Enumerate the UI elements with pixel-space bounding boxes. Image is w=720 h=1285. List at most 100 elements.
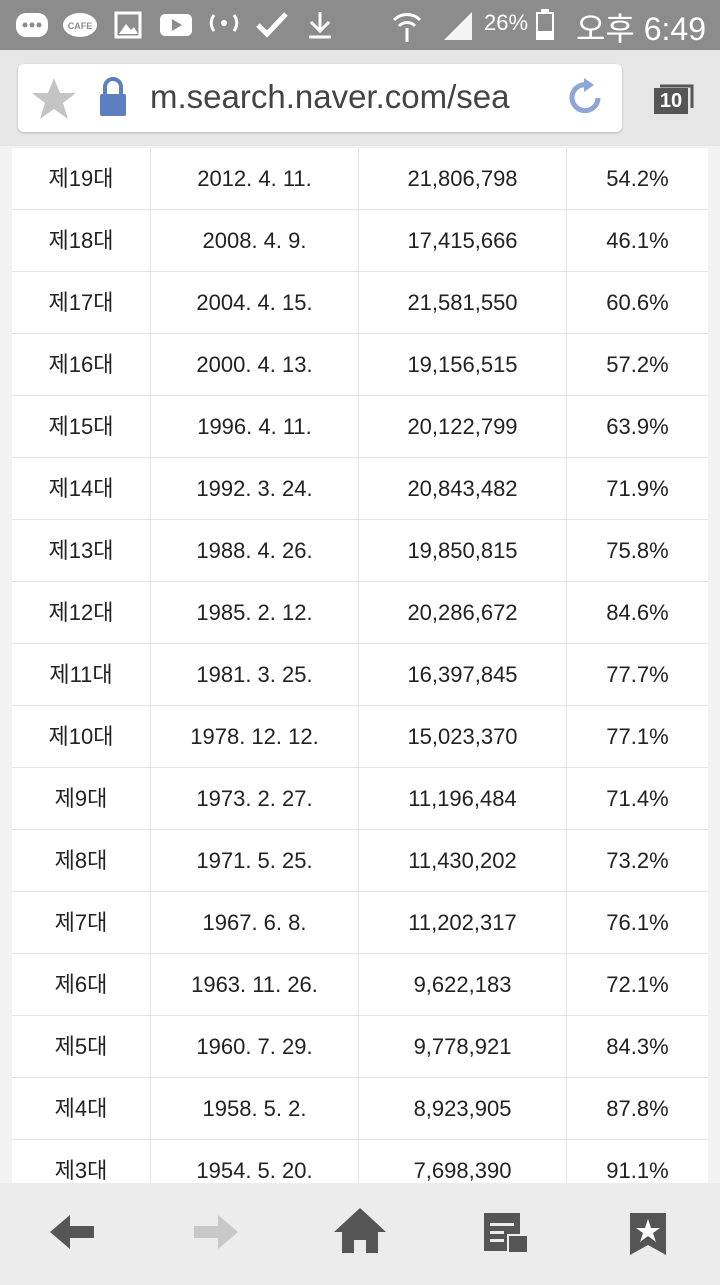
term: 제5대 — [12, 1016, 151, 1077]
turnout: 77.7% — [606, 662, 669, 687]
election-date: 1967. 6. 8. — [151, 892, 359, 953]
turnout: 76.1% — [606, 910, 669, 935]
address-icons — [32, 77, 126, 119]
election-date: 1958. 5. 2. — [151, 1078, 359, 1139]
term: 제3대 — [12, 1140, 151, 1183]
turnout: 71.4% — [606, 786, 669, 811]
forward-button[interactable] — [194, 1215, 238, 1249]
voters: 19,156,515 — [359, 334, 567, 395]
term: 제6대 — [12, 954, 151, 1015]
election-date: 1988. 4. 26. — [151, 520, 359, 581]
turnout: 84.3% — [606, 1034, 669, 1059]
election-date: 2004. 4. 15. — [151, 272, 359, 333]
table-row: 제17대 2004. 4. 15. 21,581,550 60.6% — [12, 272, 708, 334]
voters: 11,202,317 — [359, 892, 567, 953]
voters: 16,397,845 — [359, 644, 567, 705]
term: 제18대 — [12, 210, 151, 271]
term: 제19대 — [12, 148, 151, 209]
reload-button[interactable] — [564, 76, 608, 120]
reading-list-button[interactable] — [484, 1213, 529, 1254]
battery-level: 26% — [484, 10, 529, 35]
browser-toolbar: m.search.naver.com/sea 10 — [0, 50, 720, 146]
election-date: 1954. 5. 20. — [151, 1140, 359, 1183]
term: 제13대 — [12, 520, 151, 581]
table-row: 제7대 1967. 6. 8. 11,202,317 76.1% — [12, 892, 708, 954]
status-icons: CAFE — [16, 11, 472, 42]
turnout: 72.1% — [606, 972, 669, 997]
bookmarks-button[interactable] — [630, 1213, 666, 1255]
turnout: 63.9% — [606, 414, 669, 439]
table-row: 제9대 1973. 2. 27. 11,196,484 71.4% — [12, 768, 708, 830]
term: 제8대 — [12, 830, 151, 891]
election-date: 1981. 3. 25. — [151, 644, 359, 705]
term: 제11대 — [12, 644, 151, 705]
voters: 17,415,666 — [359, 210, 567, 271]
election-date: 1973. 2. 27. — [151, 768, 359, 829]
table-row: 제19대 2012. 4. 11. 21,806,798 54.2% — [12, 148, 708, 210]
url-text: m.search.naver.com/sea — [150, 78, 510, 115]
election-date: 1963. 11. 26. — [151, 954, 359, 1015]
term: 제17대 — [12, 272, 151, 333]
turnout: 77.1% — [606, 724, 669, 749]
turnout: 73.2% — [606, 848, 669, 873]
turnout: 60.6% — [606, 290, 669, 315]
cafe-label: CAFE — [68, 21, 93, 31]
tab-count: 10 — [654, 88, 688, 114]
back-button[interactable] — [50, 1215, 94, 1249]
turnout: 71.9% — [606, 476, 669, 501]
table-row: 제8대 1971. 5. 25. 11,430,202 73.2% — [12, 830, 708, 892]
term: 제10대 — [12, 706, 151, 767]
election-date: 1971. 5. 25. — [151, 830, 359, 891]
turnout: 54.2% — [606, 166, 669, 191]
term: 제12대 — [12, 582, 151, 643]
election-date: 2012. 4. 11. — [151, 148, 359, 209]
election-date: 2008. 4. 9. — [151, 210, 359, 271]
table-row: 제14대 1992. 3. 24. 20,843,482 71.9% — [12, 458, 708, 520]
election-date: 1992. 3. 24. — [151, 458, 359, 519]
voters: 21,581,550 — [359, 272, 567, 333]
tabs-button[interactable]: 10 — [650, 78, 694, 118]
voters: 8,923,905 — [359, 1078, 567, 1139]
voters: 15,023,370 — [359, 706, 567, 767]
tabs-frame — [660, 84, 694, 108]
voters: 21,806,798 — [359, 148, 567, 209]
voters: 20,843,482 — [359, 458, 567, 519]
table-row: 제4대 1958. 5. 2. 8,923,905 87.8% — [12, 1078, 708, 1140]
table-row: 제6대 1963. 11. 26. 9,622,183 72.1% — [12, 954, 708, 1016]
election-date: 1960. 7. 29. — [151, 1016, 359, 1077]
term: 제9대 — [12, 768, 151, 829]
election-date: 2000. 4. 13. — [151, 334, 359, 395]
table-row: 제15대 1996. 4. 11. 20,122,799 63.9% — [12, 396, 708, 458]
table-row: 제18대 2008. 4. 9. 17,415,666 46.1% — [12, 210, 708, 272]
election-date: 1985. 2. 12. — [151, 582, 359, 643]
voters: 9,622,183 — [359, 954, 567, 1015]
clock: 오후 6:49 — [575, 11, 706, 47]
status-bar: CAFE 26% 오후 6:49 — [0, 0, 720, 50]
battery-icon — [536, 9, 554, 40]
nav-icons — [50, 1208, 666, 1255]
turnout: 75.8% — [606, 538, 669, 563]
term: 제7대 — [12, 892, 151, 953]
election-date: 1978. 12. 12. — [151, 706, 359, 767]
home-button[interactable] — [334, 1208, 386, 1253]
voters: 11,196,484 — [359, 768, 567, 829]
voters: 20,286,672 — [359, 582, 567, 643]
turnout: 87.8% — [606, 1096, 669, 1121]
turnout: 57.2% — [606, 352, 669, 377]
turnout: 84.6% — [606, 600, 669, 625]
address-bar[interactable]: m.search.naver.com/sea — [18, 64, 622, 132]
table-row: 제5대 1960. 7. 29. 9,778,921 84.3% — [12, 1016, 708, 1078]
voters: 9,778,921 — [359, 1016, 567, 1077]
election-date: 1996. 4. 11. — [151, 396, 359, 457]
table-row: 제3대 1954. 5. 20. 7,698,390 91.1% — [12, 1140, 708, 1183]
table-row: 제13대 1988. 4. 26. 19,850,815 75.8% — [12, 520, 708, 582]
term: 제4대 — [12, 1078, 151, 1139]
term: 제16대 — [12, 334, 151, 395]
term: 제14대 — [12, 458, 151, 519]
term: 제15대 — [12, 396, 151, 457]
table-row: 제11대 1981. 3. 25. 16,397,845 77.7% — [12, 644, 708, 706]
turnout: 46.1% — [606, 228, 669, 253]
voters: 11,430,202 — [359, 830, 567, 891]
bottom-nav — [0, 1183, 720, 1280]
voters: 19,850,815 — [359, 520, 567, 581]
